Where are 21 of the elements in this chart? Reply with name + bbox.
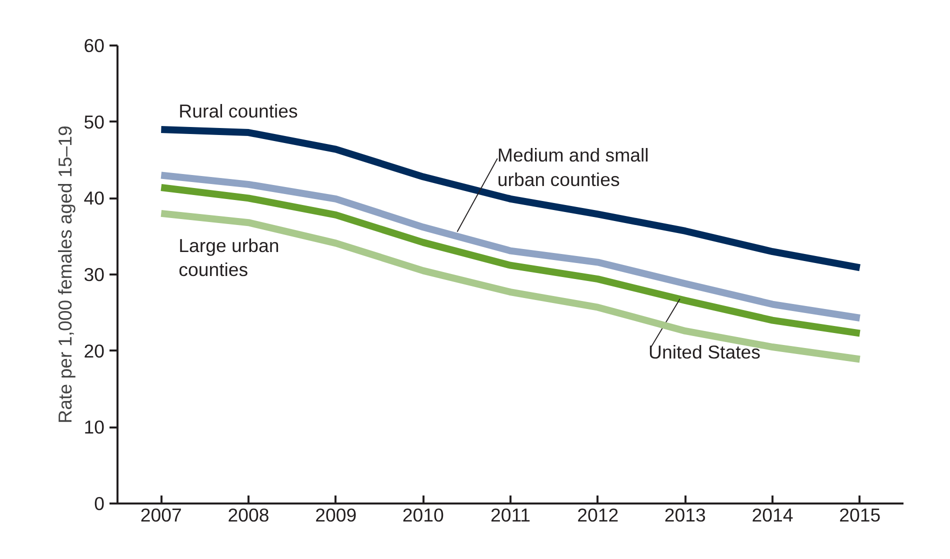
y-tick-label: 50 (84, 111, 105, 132)
y-tick-label: 10 (84, 416, 105, 438)
series-label: United States (648, 342, 760, 363)
y-tick-label: 40 (84, 188, 105, 209)
x-tick-label: 2007 (140, 504, 182, 526)
text: Medium and small urban counties (497, 144, 649, 190)
x-tick-label: 2010 (402, 504, 444, 526)
x-tick-label: 2013 (664, 504, 706, 526)
series-label: Rural counties (178, 100, 298, 122)
y-tick-label: 0 (94, 493, 105, 514)
x-tick-label: 2015 (839, 504, 881, 526)
x-tick-label: 2014 (752, 504, 794, 526)
y-tick-label: 30 (84, 264, 105, 285)
x-tick-label: 2009 (315, 504, 357, 526)
y-axis-title: Rate per 1,000 females aged 15–19 (54, 126, 76, 424)
x-tick-label: 2011 (490, 504, 531, 526)
x-tick-label: 2008 (228, 504, 270, 526)
y-tick-label: 60 (84, 35, 105, 56)
series-label: Large urban counties (178, 234, 280, 280)
x-tick-label: 2012 (577, 504, 619, 526)
y-tick-label: 20 (84, 340, 105, 362)
